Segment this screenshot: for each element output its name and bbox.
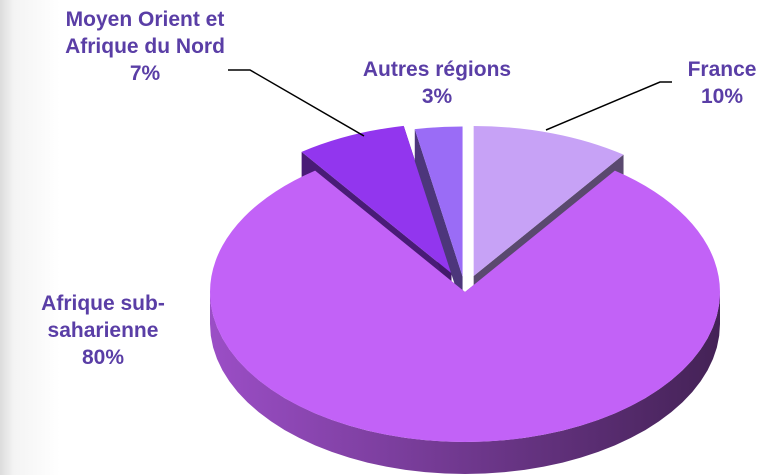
category-name: Autres régions (362, 58, 512, 81)
leader-line (228, 69, 365, 137)
slice-label: Afrique sub-saharienne 80% (18, 290, 188, 371)
leader-line (545, 81, 672, 131)
slice-side (210, 292, 720, 474)
category-name: France (687, 58, 757, 81)
slice-label: France 10% (662, 56, 782, 110)
value-label: 80% (81, 346, 125, 369)
slice-top (473, 126, 624, 277)
value-label: 3% (421, 85, 453, 108)
slice (210, 170, 721, 474)
slice-top (414, 126, 463, 277)
slice-top (210, 170, 721, 442)
slice-label: Moyen Orient et Afrique du Nord 7% (60, 6, 230, 87)
value-label: 10% (700, 85, 744, 108)
category-name: Afrique sub-saharienne (41, 292, 165, 342)
value-label: 7% (129, 62, 161, 85)
slice (414, 126, 463, 309)
slice-top (301, 125, 452, 274)
slice-wall (414, 129, 463, 309)
category-name: Moyen Orient et Afrique du Nord (65, 8, 225, 58)
slice-label: Autres régions 3% (327, 56, 547, 110)
